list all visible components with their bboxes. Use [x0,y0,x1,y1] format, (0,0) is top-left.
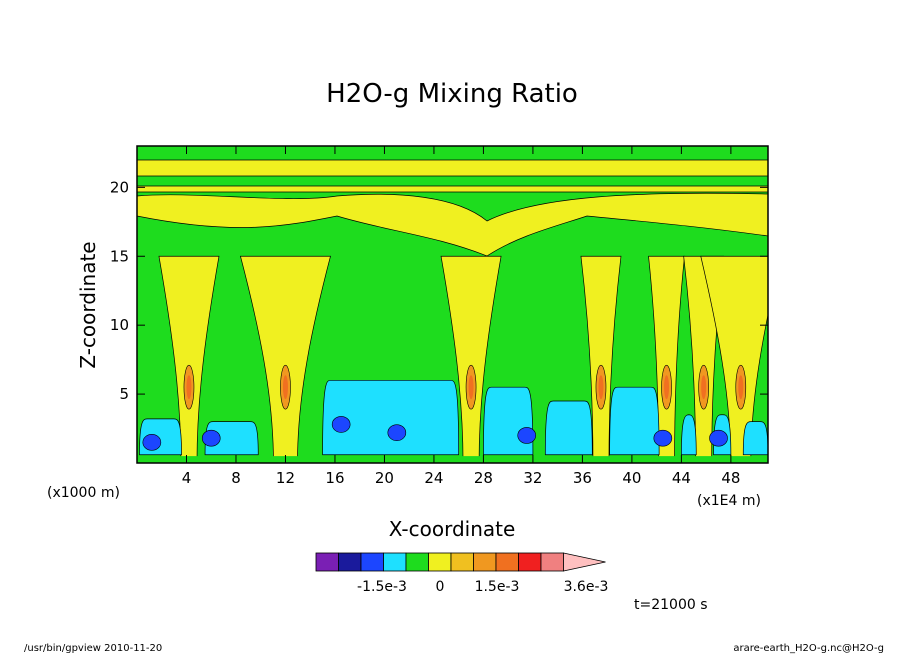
plume-core-inner [598,375,604,400]
y-axis-ticks: 5 10 15 20 [110,178,768,403]
colorbar-label: 0 [436,579,445,595]
cyan-region [544,400,593,456]
colorbar-cell [518,552,542,572]
x-axis-label: X-coordinate [389,517,516,541]
y-tick-label: 20 [110,178,129,196]
x-tick-label: 28 [474,469,493,487]
blue-core [201,429,221,447]
colorbar-label: -1.5e-3 [357,579,407,595]
surface-layer [137,456,768,463]
blue-core [709,429,728,447]
colorbar-cell [473,552,497,572]
colorbar-cell [315,552,339,572]
cyan-region [742,421,768,456]
footer-left: /usr/bin/gpview 2010-11-20 [24,643,162,654]
mid-yellow-canopy [137,192,768,257]
y-axis-label: Z-coordinate [76,241,100,368]
plume-core-inner [468,375,474,400]
colorbar-cell [495,552,519,572]
blue-core [517,427,537,444]
colorbar-cell [338,552,362,572]
colorbar-cell [450,552,474,572]
x-unit-right: (x1E4 m) [697,493,761,509]
colorbar-label: 3.6e-3 [564,579,609,595]
colorbar-cell [383,552,407,572]
cyan-region [483,386,534,456]
y-tick-label: 5 [119,385,129,403]
time-label: t=21000 s [634,597,708,613]
blue-core [653,429,673,447]
plume-core-inner [282,375,288,400]
convective-plume [158,255,220,463]
plume-core-inner [738,375,744,400]
x-tick-label: 24 [424,469,443,487]
x-tick-label: 8 [231,469,241,487]
convective-plume [700,255,768,463]
x-tick-label: 20 [375,469,394,487]
plume-core-inner [701,375,707,400]
x-tick-label: 4 [182,469,192,487]
plot-area [137,146,768,463]
x-unit-left: (x1000 m) [47,485,120,501]
upper-yellow-layer [137,185,768,193]
plume-core-inner [664,375,670,400]
colorbar-cell [428,552,452,572]
contour-fields [137,159,768,463]
colorbar-arrow [563,552,606,572]
x-tick-label: 16 [325,469,344,487]
convective-plume [440,255,502,463]
plume-core-inner [186,375,192,400]
blue-core [142,434,162,451]
y-tick-label: 15 [110,247,129,265]
colorbar-cell [540,552,564,572]
x-tick-label: 32 [523,469,542,487]
colorbar-cell [360,552,384,572]
upper-yellow-band [137,159,768,177]
x-tick-label: 12 [276,469,295,487]
blue-core [387,424,407,441]
plot-frame [136,145,769,464]
colorbar [315,552,606,572]
x-tick-label: 44 [672,469,691,487]
convective-plume [240,255,331,463]
cyan-region [322,379,460,456]
y-tick-label: 10 [110,316,129,334]
x-tick-label: 48 [721,469,740,487]
chart-title: H2O-g Mixing Ratio [326,79,578,109]
colorbar-cell [405,552,429,572]
cyan-region [609,386,660,456]
x-axis-ticks: 4 8 12 16 20 24 28 32 36 40 44 48 [182,146,740,487]
colorbar-labels: -1.5e-3 0 1.5e-3 3.6e-3 [357,579,608,595]
footer-right: arare-earth_H2O-g.nc@H2O-g [733,643,884,654]
convective-plume [580,255,622,463]
blue-core [331,416,351,433]
x-tick-label: 40 [622,469,641,487]
colorbar-label: 1.5e-3 [475,579,520,595]
x-tick-label: 36 [573,469,592,487]
cyan-region [681,414,697,456]
